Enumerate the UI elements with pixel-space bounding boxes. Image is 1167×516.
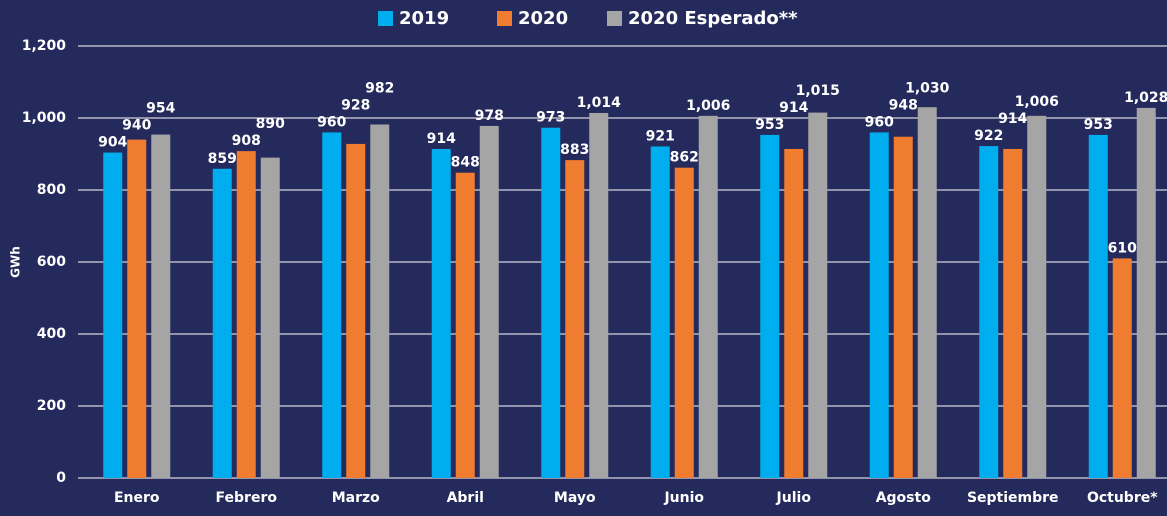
bar	[479, 125, 499, 479]
data-label: 1,030	[905, 80, 950, 96]
data-label: 978	[475, 108, 504, 124]
bar	[370, 124, 390, 478]
data-label: 928	[341, 97, 370, 113]
legend-swatch	[378, 11, 393, 26]
bar	[236, 151, 256, 478]
x-tick-label: Enero	[114, 490, 160, 506]
x-tick-label: Julio	[776, 490, 812, 506]
bar	[650, 146, 670, 478]
y-tick-label: 600	[37, 254, 66, 270]
bar	[322, 132, 342, 478]
data-label: 908	[232, 133, 261, 149]
data-label: 883	[560, 142, 589, 158]
data-label: 610	[1108, 240, 1137, 256]
bar	[917, 107, 937, 478]
bar	[431, 148, 451, 478]
x-tick-label: Mayo	[554, 490, 596, 506]
y-tick-label: 400	[37, 326, 66, 342]
data-label: 914	[427, 131, 456, 147]
data-label: 953	[755, 117, 784, 133]
data-label: 953	[1084, 117, 1113, 133]
bar	[103, 152, 123, 478]
data-label: 1,015	[796, 83, 840, 99]
bar	[151, 134, 171, 478]
y-tick-label: 0	[56, 470, 66, 486]
bar	[260, 157, 280, 478]
data-label: 862	[670, 150, 699, 166]
x-tick-label: Agosto	[876, 490, 932, 506]
bar	[1112, 258, 1132, 478]
data-label: 960	[317, 114, 346, 130]
bar	[212, 168, 232, 478]
bar	[541, 127, 561, 478]
data-label: 1,028	[1124, 90, 1167, 106]
legend-swatch	[607, 11, 622, 26]
x-tick-label: Marzo	[332, 490, 380, 506]
bar	[565, 160, 585, 478]
x-tick-label: Junio	[663, 490, 704, 506]
legend-label: 2020 Esperado**	[628, 8, 798, 29]
data-label: 890	[256, 116, 285, 132]
bar	[760, 134, 780, 479]
bar	[1088, 134, 1108, 479]
bar	[869, 132, 889, 478]
bar	[808, 112, 828, 478]
x-tick-label: Septiembre	[967, 490, 1059, 506]
legend-label: 2020	[518, 8, 568, 29]
data-label: 848	[451, 155, 480, 171]
bar	[1027, 115, 1047, 478]
data-label: 859	[208, 151, 237, 167]
bar	[346, 143, 366, 479]
bar	[893, 136, 913, 478]
y-tick-label: 800	[37, 182, 66, 198]
data-label: 921	[646, 128, 675, 144]
y-tick-label: 1,200	[22, 38, 67, 54]
x-tick-label: Octubre*	[1087, 490, 1158, 506]
bar	[674, 167, 694, 478]
bar	[589, 112, 609, 479]
y-axis-label: GWh	[9, 246, 23, 278]
data-label: 1,006	[686, 98, 730, 114]
x-tick-label: Abril	[447, 490, 484, 506]
legend-swatch	[497, 11, 512, 26]
data-label: 982	[365, 80, 394, 96]
data-label: 914	[998, 111, 1027, 127]
x-tick-label: Febrero	[216, 490, 278, 506]
y-tick-label: 1,000	[22, 110, 67, 126]
bar	[979, 146, 999, 478]
data-label: 1,014	[577, 95, 622, 111]
bar	[698, 115, 718, 478]
data-label: 954	[146, 101, 175, 117]
data-label: 948	[889, 97, 918, 113]
bar	[1136, 107, 1156, 479]
bar	[784, 148, 804, 478]
data-label: 1,006	[1015, 94, 1059, 110]
bar	[1003, 148, 1023, 478]
data-label: 904	[98, 135, 127, 151]
y-tick-label: 200	[37, 398, 66, 414]
bar	[127, 139, 147, 478]
data-label: 914	[779, 100, 808, 116]
data-label: 973	[536, 110, 565, 126]
legend-label: 2019	[399, 8, 449, 29]
bar	[455, 172, 475, 478]
data-label: 940	[122, 118, 151, 134]
data-label: 960	[865, 114, 894, 130]
data-label: 922	[974, 128, 1003, 144]
